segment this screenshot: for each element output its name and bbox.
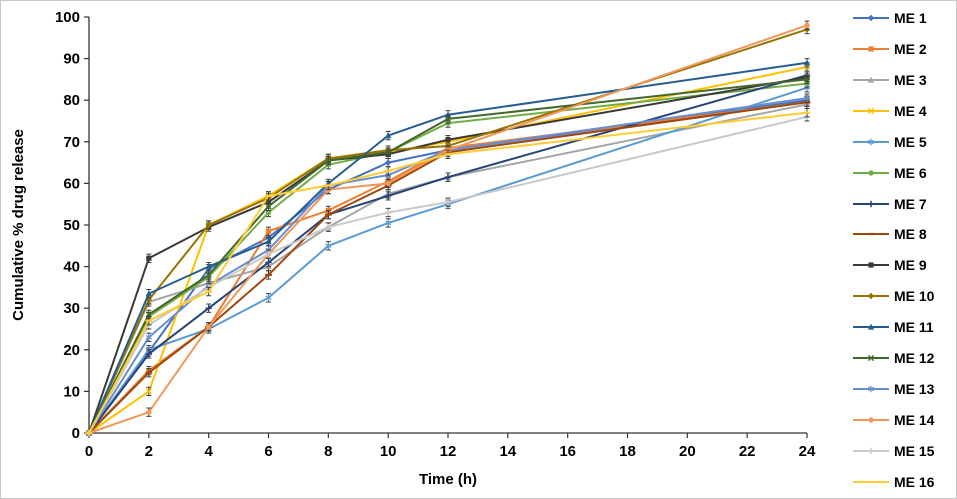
- x-tick-label: 16: [559, 443, 576, 460]
- legend-item-me-12: ME 12: [853, 349, 953, 367]
- legend-label: ME 12: [894, 350, 935, 367]
- legend-label: ME 4: [894, 102, 927, 119]
- y-tick-label: 80: [63, 92, 80, 109]
- legend-label: ME 10: [894, 288, 935, 305]
- x-tick-label: 12: [440, 443, 457, 460]
- legend-item-me-15: ME 15: [853, 442, 953, 460]
- legend-line-marker-icon: [853, 46, 889, 52]
- legend-item-me-7: ME 7: [853, 195, 953, 213]
- y-tick-label: 0: [72, 425, 80, 442]
- legend-label: ME 15: [894, 442, 935, 459]
- y-tick-label: 40: [63, 259, 80, 276]
- series-me-16: [85, 108, 811, 435]
- axes: 0 2 4 6 8 10 12 14 16 18 20 22 240102030405060708090…: [55, 9, 816, 460]
- legend-line-marker-icon: [853, 293, 889, 300]
- x-tick-label: 4: [204, 443, 213, 460]
- legend-line-marker-icon: [853, 200, 889, 207]
- series-me-14: [86, 20, 810, 436]
- legend-label: ME 6: [894, 164, 927, 181]
- legend-line-marker-icon: [853, 417, 889, 423]
- x-tick-label: 2: [145, 443, 153, 460]
- legend-item-me-5: ME 5: [853, 133, 953, 151]
- legend-label: ME 5: [894, 133, 927, 150]
- legend-item-me-4: ME 4: [853, 102, 953, 120]
- y-tick-label: 30: [63, 300, 80, 317]
- legend-item-me-10: ME 10: [853, 287, 953, 305]
- x-tick-label: 20: [679, 443, 696, 460]
- y-tick-label: 50: [63, 217, 80, 234]
- legend-line-marker-icon: [853, 480, 889, 483]
- legend-item-me-8: ME 8: [853, 225, 953, 243]
- legend-label: ME 9: [894, 257, 927, 274]
- legend-item-me-2: ME 2: [853, 40, 953, 58]
- legend-line-marker-icon: [853, 169, 889, 176]
- legend-item-me-16: ME 16: [853, 473, 953, 491]
- y-tick-label: 10: [63, 383, 80, 400]
- y-tick-label: 20: [63, 342, 80, 359]
- legend-label: ME 14: [894, 411, 935, 428]
- legend-line-marker-icon: [853, 233, 889, 236]
- series-me-10: [85, 24, 811, 437]
- y-tick-label: 90: [63, 51, 80, 68]
- legend-item-me-11: ME 11: [853, 318, 953, 336]
- legend-item-me-1: ME 1: [853, 9, 953, 27]
- legend-label: ME 16: [894, 473, 935, 490]
- series-lines: [85, 20, 811, 437]
- x-tick-label: 0: [85, 443, 93, 460]
- legend-item-me-3: ME 3: [853, 71, 953, 89]
- x-axis-title: Time (h): [419, 471, 477, 488]
- x-tick-label: 14: [499, 443, 516, 460]
- legend-label: ME 8: [894, 226, 927, 243]
- legend-item-me-9: ME 9: [853, 256, 953, 274]
- legend: ME 1 ME 2 ME 3 ME 4 ME 5 ME 6 ME 7 ME 8 ME 9 ME 1…: [853, 9, 953, 491]
- x-tick-label: 24: [799, 443, 816, 460]
- legend-line-marker-icon: [853, 355, 889, 362]
- legend-item-me-14: ME 14: [853, 411, 953, 429]
- legend-item-me-6: ME 6: [853, 164, 953, 182]
- legend-line-marker-icon: [853, 323, 889, 330]
- y-axis-title: Cumulative % drug release: [10, 129, 27, 321]
- x-tick-label: 10: [380, 443, 397, 460]
- series-me-15: [85, 112, 811, 437]
- x-tick-label: 6: [264, 443, 272, 460]
- y-tick-label: 100: [55, 9, 80, 26]
- legend-line-marker-icon: [853, 447, 889, 455]
- legend-line-marker-icon: [853, 14, 889, 22]
- legend-item-me-13: ME 13: [853, 380, 953, 398]
- legend-line-marker-icon: [853, 107, 889, 114]
- legend-label: ME 13: [894, 381, 935, 398]
- x-tick-label: 18: [619, 443, 636, 460]
- legend-label: ME 2: [894, 40, 927, 57]
- y-tick-label: 70: [63, 134, 80, 151]
- legend-line-marker-icon: [853, 385, 889, 393]
- legend-line-marker-icon: [853, 138, 889, 145]
- x-tick-label: 22: [739, 443, 756, 460]
- series-me-6: [86, 78, 810, 436]
- legend-line-marker-icon: [853, 76, 889, 83]
- legend-line-marker-icon: [853, 262, 889, 268]
- legend-label: ME 3: [894, 71, 927, 88]
- series-me-12: [85, 74, 811, 437]
- legend-label: ME 11: [894, 319, 934, 336]
- legend-label: ME 7: [894, 195, 927, 212]
- x-tick-label: 8: [324, 443, 332, 460]
- y-tick-label: 60: [63, 175, 80, 192]
- legend-label: ME 1: [894, 10, 927, 26]
